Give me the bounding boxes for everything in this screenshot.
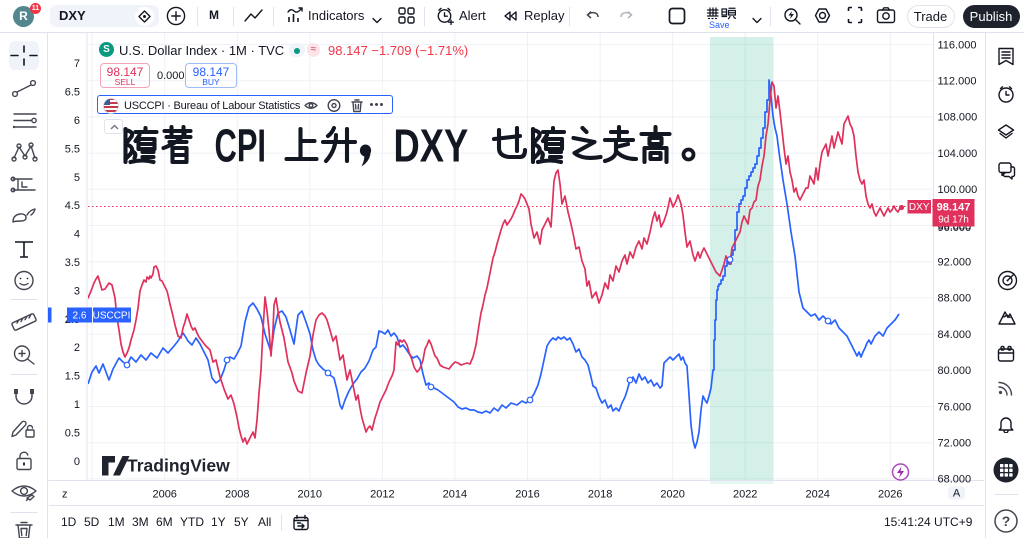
svg-text:0.5: 0.5 — [65, 427, 80, 439]
svg-text:100.000: 100.000 — [938, 184, 978, 196]
svg-text:z: z — [62, 489, 68, 501]
svg-text:98.147: 98.147 — [937, 202, 971, 214]
svg-text:1.5: 1.5 — [65, 371, 80, 383]
svg-text:0: 0 — [74, 456, 80, 468]
svg-text:116.000: 116.000 — [938, 39, 977, 51]
svg-text:A: A — [953, 488, 961, 500]
svg-text:CPI: CPI — [215, 122, 267, 172]
svg-text:DXY: DXY — [909, 202, 930, 213]
svg-text:3: 3 — [74, 285, 80, 297]
svg-text:76.000: 76.000 — [938, 401, 972, 413]
svg-text:1: 1 — [74, 399, 80, 411]
svg-text:6.5: 6.5 — [65, 87, 80, 99]
svg-text:2020: 2020 — [660, 489, 684, 501]
svg-text:6: 6 — [74, 115, 80, 127]
svg-text:112.000: 112.000 — [938, 76, 977, 88]
svg-text:5: 5 — [74, 172, 80, 184]
svg-text:5.5: 5.5 — [65, 143, 80, 155]
svg-text:9d 17h: 9d 17h — [938, 215, 969, 226]
svg-text:84.000: 84.000 — [938, 329, 972, 341]
svg-text:2008: 2008 — [225, 489, 249, 501]
svg-text:?: ? — [1002, 513, 1011, 529]
svg-text:2006: 2006 — [152, 489, 176, 501]
svg-text:2018: 2018 — [588, 489, 612, 501]
svg-text:4.5: 4.5 — [65, 200, 80, 212]
svg-text:2024: 2024 — [805, 489, 829, 501]
svg-text:68.000: 68.000 — [938, 474, 972, 486]
svg-text:7: 7 — [74, 58, 80, 70]
svg-text:3.5: 3.5 — [65, 257, 80, 269]
svg-text:2026: 2026 — [878, 489, 902, 501]
svg-text:2014: 2014 — [443, 489, 467, 501]
svg-text:2.6: 2.6 — [73, 311, 87, 322]
svg-text:TradingView: TradingView — [127, 456, 230, 476]
svg-text:2: 2 — [74, 342, 80, 354]
svg-text:92.000: 92.000 — [938, 257, 972, 269]
svg-text:108.000: 108.000 — [938, 112, 978, 124]
svg-text:88.000: 88.000 — [938, 293, 972, 305]
svg-text:2022: 2022 — [733, 489, 757, 501]
svg-text:80.000: 80.000 — [938, 365, 972, 377]
svg-text:72.000: 72.000 — [938, 438, 972, 450]
svg-text:4: 4 — [74, 229, 80, 241]
svg-text:2010: 2010 — [298, 489, 322, 501]
svg-text:DXY: DXY — [394, 119, 469, 171]
svg-text:2012: 2012 — [370, 489, 394, 501]
svg-text:2016: 2016 — [515, 489, 539, 501]
svg-text:USCCPI: USCCPI — [93, 311, 131, 322]
svg-text:104.000: 104.000 — [938, 148, 978, 160]
